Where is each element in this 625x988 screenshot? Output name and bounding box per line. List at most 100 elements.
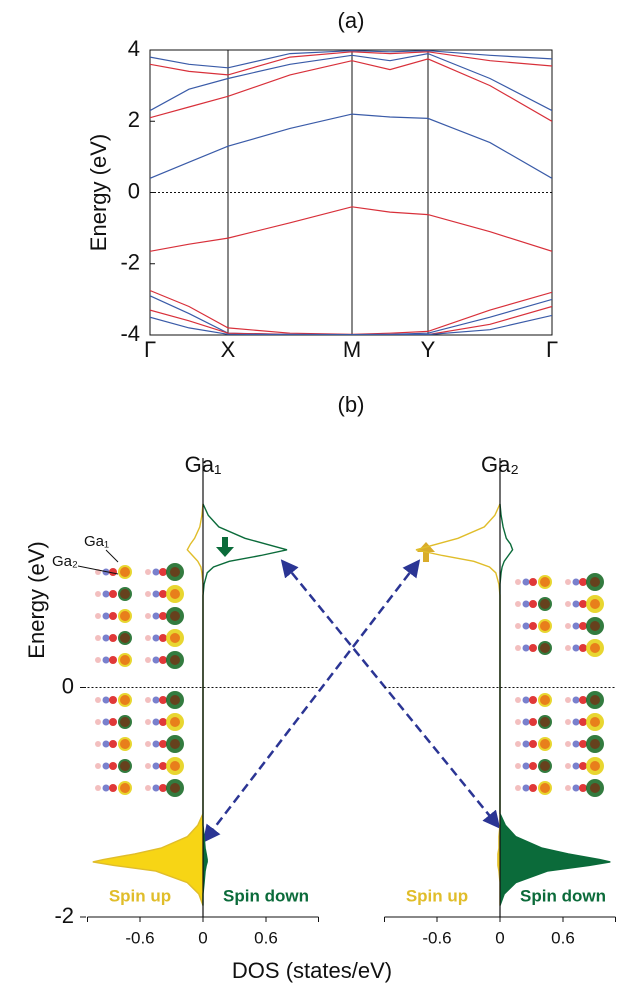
atom — [515, 719, 521, 725]
atom — [565, 579, 571, 585]
atom — [529, 600, 537, 608]
atom — [145, 785, 151, 791]
atom — [102, 634, 110, 642]
atom — [515, 741, 521, 747]
atom — [590, 783, 600, 793]
annotation: Ga₂ — [52, 553, 78, 570]
atom — [515, 763, 521, 769]
atom — [152, 568, 160, 576]
atom — [170, 655, 180, 665]
x-tick-label: -0.6 — [125, 928, 154, 947]
atom — [579, 622, 587, 630]
atom — [579, 644, 587, 652]
atom — [572, 718, 580, 726]
annotation: Ga₁ — [84, 533, 109, 550]
annotation-pointer — [105, 549, 119, 563]
band-line — [150, 113, 552, 179]
atom — [102, 784, 110, 792]
atom — [565, 763, 571, 769]
y-tick-label: -2 — [120, 250, 140, 275]
atom — [152, 740, 160, 748]
atom — [572, 696, 580, 704]
atom — [109, 656, 117, 664]
atom — [529, 718, 537, 726]
atom — [109, 590, 117, 598]
atom — [152, 718, 160, 726]
atom — [102, 656, 110, 664]
atom — [102, 612, 110, 620]
atom — [120, 655, 130, 665]
atom — [159, 656, 167, 664]
x-tick-label: M — [343, 337, 361, 362]
atom — [515, 579, 521, 585]
atom — [152, 612, 160, 620]
atom — [109, 568, 117, 576]
atom — [152, 590, 160, 598]
atom — [159, 568, 167, 576]
atom — [109, 612, 117, 620]
atom — [145, 569, 151, 575]
atom — [170, 611, 180, 621]
transition-arrow — [280, 559, 501, 829]
x-tick-label: 0 — [198, 928, 207, 947]
atom — [579, 718, 587, 726]
atom — [170, 783, 180, 793]
atom — [102, 740, 110, 748]
atom — [95, 763, 101, 769]
atom — [145, 763, 151, 769]
atom — [522, 644, 530, 652]
atom — [120, 761, 130, 771]
dos-fill — [500, 813, 611, 906]
atom — [145, 635, 151, 641]
atom — [529, 762, 537, 770]
atom — [95, 657, 101, 663]
atom — [522, 718, 530, 726]
atom — [109, 762, 117, 770]
band-line — [150, 58, 552, 122]
atom — [572, 600, 580, 608]
atom — [145, 657, 151, 663]
atom — [170, 567, 180, 577]
atom — [120, 611, 130, 621]
atom — [159, 762, 167, 770]
atom — [529, 644, 537, 652]
atom — [515, 623, 521, 629]
atom — [159, 784, 167, 792]
legend-label: Spin down — [223, 886, 309, 905]
atom — [572, 784, 580, 792]
legend-label: Spin up — [406, 886, 468, 905]
atom — [95, 697, 101, 703]
y-axis-title: Energy (eV) — [86, 134, 111, 251]
atom — [159, 634, 167, 642]
band-line — [150, 52, 552, 112]
dos-fill — [92, 813, 203, 906]
atom — [109, 696, 117, 704]
atom — [540, 783, 550, 793]
atom — [145, 741, 151, 747]
atom — [102, 718, 110, 726]
atom — [540, 739, 550, 749]
atom — [565, 623, 571, 629]
atom — [159, 718, 167, 726]
atom — [120, 717, 130, 727]
atom — [590, 643, 600, 653]
band-line — [150, 206, 552, 252]
atom — [565, 785, 571, 791]
panel-label: (a) — [338, 8, 365, 33]
band-line — [150, 50, 552, 69]
dos-line — [415, 503, 501, 906]
x-tick-label: 0.6 — [551, 928, 575, 947]
atom — [109, 634, 117, 642]
atom — [579, 696, 587, 704]
atom — [145, 697, 151, 703]
atom — [145, 613, 151, 619]
atom — [529, 578, 537, 586]
atom — [540, 599, 550, 609]
atom — [590, 739, 600, 749]
atom — [522, 622, 530, 630]
atom — [529, 784, 537, 792]
atom — [95, 785, 101, 791]
atom — [152, 656, 160, 664]
